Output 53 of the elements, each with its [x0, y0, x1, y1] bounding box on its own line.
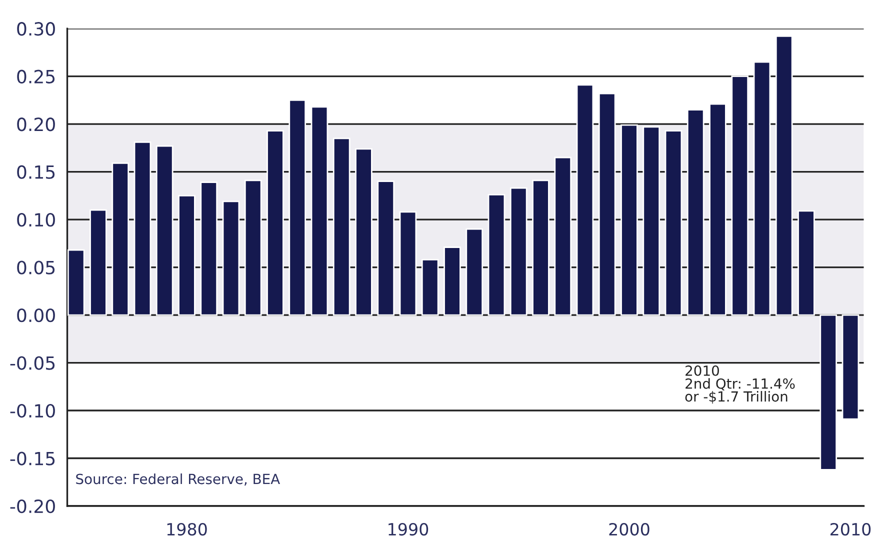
- bar: [576, 84, 594, 316]
- bar: [444, 246, 461, 316]
- bar: [686, 109, 704, 316]
- bar: [156, 145, 174, 316]
- bar: [67, 249, 85, 316]
- bar: [753, 61, 771, 316]
- annotation: 2010 2nd Qtr: -11.4% or -$1.7 Trillion: [685, 365, 795, 404]
- bar: [820, 314, 838, 470]
- bar: [664, 130, 682, 316]
- bar: [532, 180, 550, 316]
- bar: [112, 162, 130, 316]
- bar: [510, 187, 528, 316]
- x-tick-label: 2010: [830, 522, 871, 536]
- bar: [90, 209, 107, 316]
- bar: [134, 142, 152, 316]
- bar: [200, 182, 218, 316]
- bar: [620, 124, 638, 316]
- x-tick-label: 2000: [609, 522, 650, 536]
- bar: [421, 258, 439, 316]
- y-tick-label: 0.05: [17, 260, 55, 274]
- y-tick-label: -0.10: [10, 404, 55, 418]
- bar: [399, 211, 417, 316]
- bar: [377, 180, 395, 316]
- y-tick-label: 0.10: [17, 213, 55, 227]
- bar: [488, 194, 506, 316]
- bar: [310, 106, 328, 316]
- bar: [798, 210, 815, 316]
- y-tick-label: 0.00: [17, 308, 55, 322]
- y-tick-label: 0.20: [17, 118, 55, 132]
- bar: [288, 100, 306, 316]
- y-tick-label: -0.15: [10, 452, 55, 466]
- bar: [466, 228, 484, 316]
- bar: [642, 126, 660, 316]
- x-tick-label: 1980: [167, 522, 207, 536]
- bar: [731, 76, 749, 316]
- bar: [266, 130, 284, 316]
- bar: [222, 200, 240, 316]
- y-tick-label: 0.25: [17, 70, 55, 84]
- bar: [842, 314, 860, 420]
- bar: [709, 103, 726, 316]
- y-tick-label: 0.15: [17, 165, 55, 179]
- bar: [775, 36, 793, 316]
- bar: [554, 156, 572, 316]
- y-tick-label: -0.05: [10, 356, 55, 370]
- bar: [355, 148, 372, 316]
- annotation: Source: Federal Reserve, BEA: [76, 473, 280, 486]
- x-tick-label: 1990: [388, 522, 428, 536]
- bar: [178, 194, 196, 316]
- bar: [332, 138, 350, 316]
- y-tick-label: 0.30: [17, 22, 55, 36]
- bar: [244, 180, 262, 316]
- y-tick-label: -0.20: [10, 499, 55, 514]
- bar: [598, 92, 616, 316]
